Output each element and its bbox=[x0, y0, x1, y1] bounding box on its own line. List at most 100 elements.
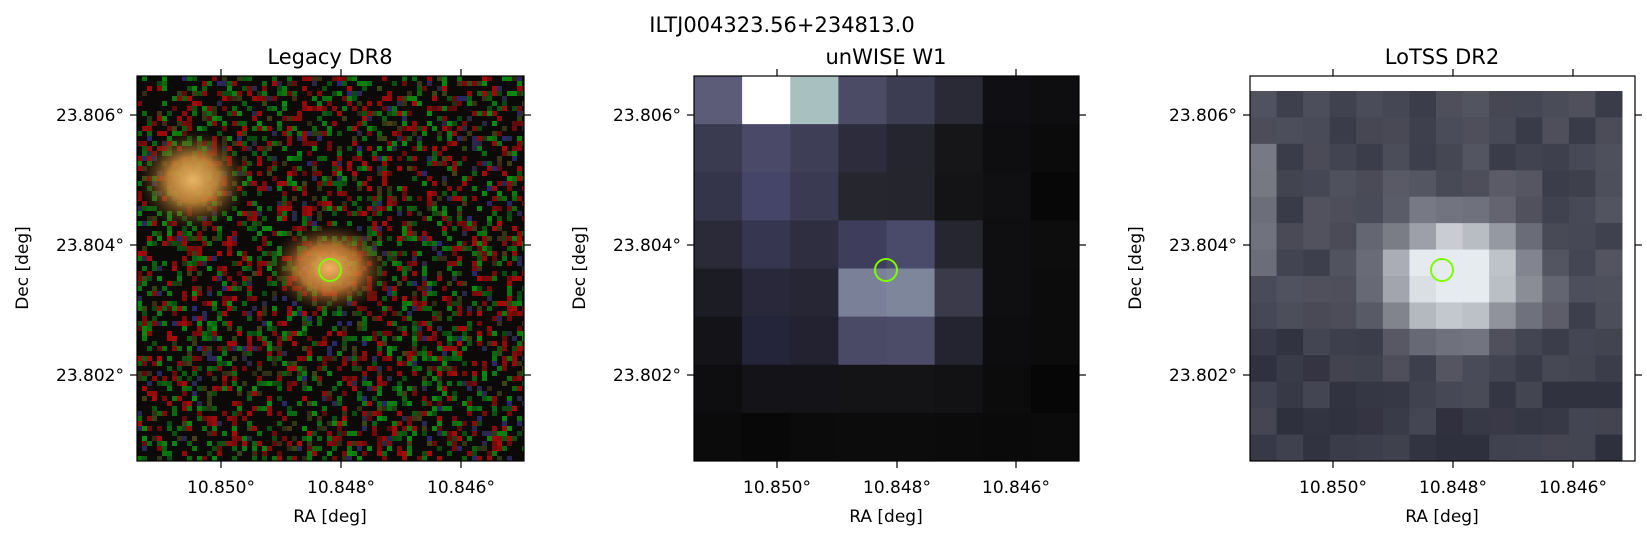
image-pixel bbox=[347, 91, 352, 96]
image-pixel bbox=[492, 136, 497, 141]
image-pixel bbox=[162, 101, 167, 106]
image-pixel bbox=[457, 341, 462, 346]
image-pixel bbox=[197, 251, 202, 256]
image-pixel bbox=[462, 146, 467, 151]
image-pixel bbox=[790, 364, 839, 414]
image-pixel bbox=[162, 131, 167, 136]
image-pixel bbox=[372, 126, 377, 131]
image-pixel bbox=[742, 76, 791, 125]
image-pixel bbox=[162, 116, 167, 121]
image-pixel bbox=[377, 231, 382, 236]
image-pixel bbox=[192, 246, 197, 251]
image-pixel bbox=[512, 241, 517, 246]
image-pixel bbox=[472, 141, 477, 146]
image-pixel bbox=[934, 220, 984, 269]
image-pixel bbox=[387, 256, 392, 261]
image-pixel bbox=[292, 211, 297, 216]
image-pixel bbox=[187, 426, 192, 431]
image-pixel bbox=[317, 356, 322, 361]
image-pixel bbox=[517, 171, 522, 176]
image-pixel bbox=[202, 241, 207, 246]
image-pixel bbox=[192, 296, 197, 301]
image-pixel bbox=[292, 126, 297, 131]
image-pixel bbox=[437, 136, 442, 141]
image-pixel bbox=[1356, 223, 1384, 251]
image-pixel bbox=[137, 276, 142, 281]
image-pixel bbox=[302, 311, 307, 316]
image-pixel bbox=[392, 141, 397, 146]
image-pixel bbox=[367, 386, 372, 391]
image-pixel bbox=[287, 176, 292, 181]
image-pixel bbox=[447, 396, 452, 401]
x-axis-label: RA [deg] bbox=[293, 507, 366, 527]
image-pixel bbox=[412, 156, 417, 161]
image-pixel bbox=[167, 111, 172, 116]
image-pixel bbox=[482, 411, 487, 416]
image-pixel bbox=[337, 436, 342, 441]
image-pixel bbox=[327, 96, 332, 101]
image-pixel bbox=[212, 321, 217, 326]
image-pixel bbox=[142, 371, 147, 376]
image-pixel bbox=[372, 431, 377, 436]
image-pixel bbox=[367, 216, 372, 221]
image-pixel bbox=[487, 251, 492, 256]
image-pixel bbox=[487, 456, 492, 461]
image-pixel bbox=[377, 316, 382, 321]
image-pixel bbox=[347, 76, 352, 81]
image-pixel bbox=[452, 171, 457, 176]
image-pixel bbox=[162, 441, 167, 446]
image-pixel bbox=[237, 331, 242, 336]
image-pixel bbox=[207, 241, 212, 246]
image-pixel bbox=[1382, 223, 1410, 251]
image-pixel bbox=[362, 396, 367, 401]
image-pixel bbox=[377, 381, 382, 386]
image-pixel bbox=[337, 431, 342, 436]
image-pixel bbox=[307, 91, 312, 96]
image-pixel bbox=[1356, 408, 1384, 436]
image-pixel bbox=[377, 166, 382, 171]
image-pixel bbox=[462, 361, 467, 366]
image-pixel bbox=[452, 431, 457, 436]
image-pixel bbox=[512, 356, 517, 361]
image-pixel bbox=[517, 346, 522, 351]
image-pixel bbox=[482, 396, 487, 401]
image-pixel bbox=[392, 386, 397, 391]
image-pixel bbox=[262, 181, 267, 186]
image-pixel bbox=[227, 416, 232, 421]
image-pixel bbox=[272, 331, 277, 336]
image-pixel bbox=[372, 421, 377, 426]
image-pixel bbox=[412, 371, 417, 376]
image-pixel bbox=[492, 166, 497, 171]
image-pixel bbox=[382, 221, 387, 226]
image-pixel bbox=[262, 86, 267, 91]
image-pixel bbox=[242, 311, 247, 316]
image-pixel bbox=[347, 211, 352, 216]
y-axis-label: Dec [deg] bbox=[570, 226, 590, 310]
image-pixel bbox=[202, 386, 207, 391]
image-pixel bbox=[427, 411, 432, 416]
image-pixel bbox=[167, 386, 172, 391]
y-axis-label: Dec [deg] bbox=[13, 226, 33, 310]
image-pixel bbox=[1436, 170, 1464, 198]
image-pixel bbox=[222, 81, 227, 86]
image-pixel bbox=[472, 376, 477, 381]
image-pixel bbox=[1250, 355, 1278, 383]
image-pixel bbox=[392, 426, 397, 431]
image-pixel bbox=[307, 416, 312, 421]
image-pixel bbox=[302, 101, 307, 106]
image-pixel bbox=[327, 126, 332, 131]
image-pixel bbox=[197, 456, 202, 461]
image-pixel bbox=[262, 451, 267, 456]
image-pixel bbox=[447, 406, 452, 411]
image-pixel bbox=[357, 196, 362, 201]
image-pixel bbox=[387, 226, 392, 231]
image-pixel bbox=[177, 241, 182, 246]
image-pixel bbox=[267, 241, 272, 246]
image-pixel bbox=[482, 96, 487, 101]
image-pixel bbox=[142, 321, 147, 326]
image-pixel bbox=[1595, 276, 1623, 303]
image-pixel bbox=[402, 221, 407, 226]
image-pixel bbox=[312, 126, 317, 131]
image-pixel bbox=[522, 86, 524, 91]
image-pixel bbox=[207, 106, 212, 111]
